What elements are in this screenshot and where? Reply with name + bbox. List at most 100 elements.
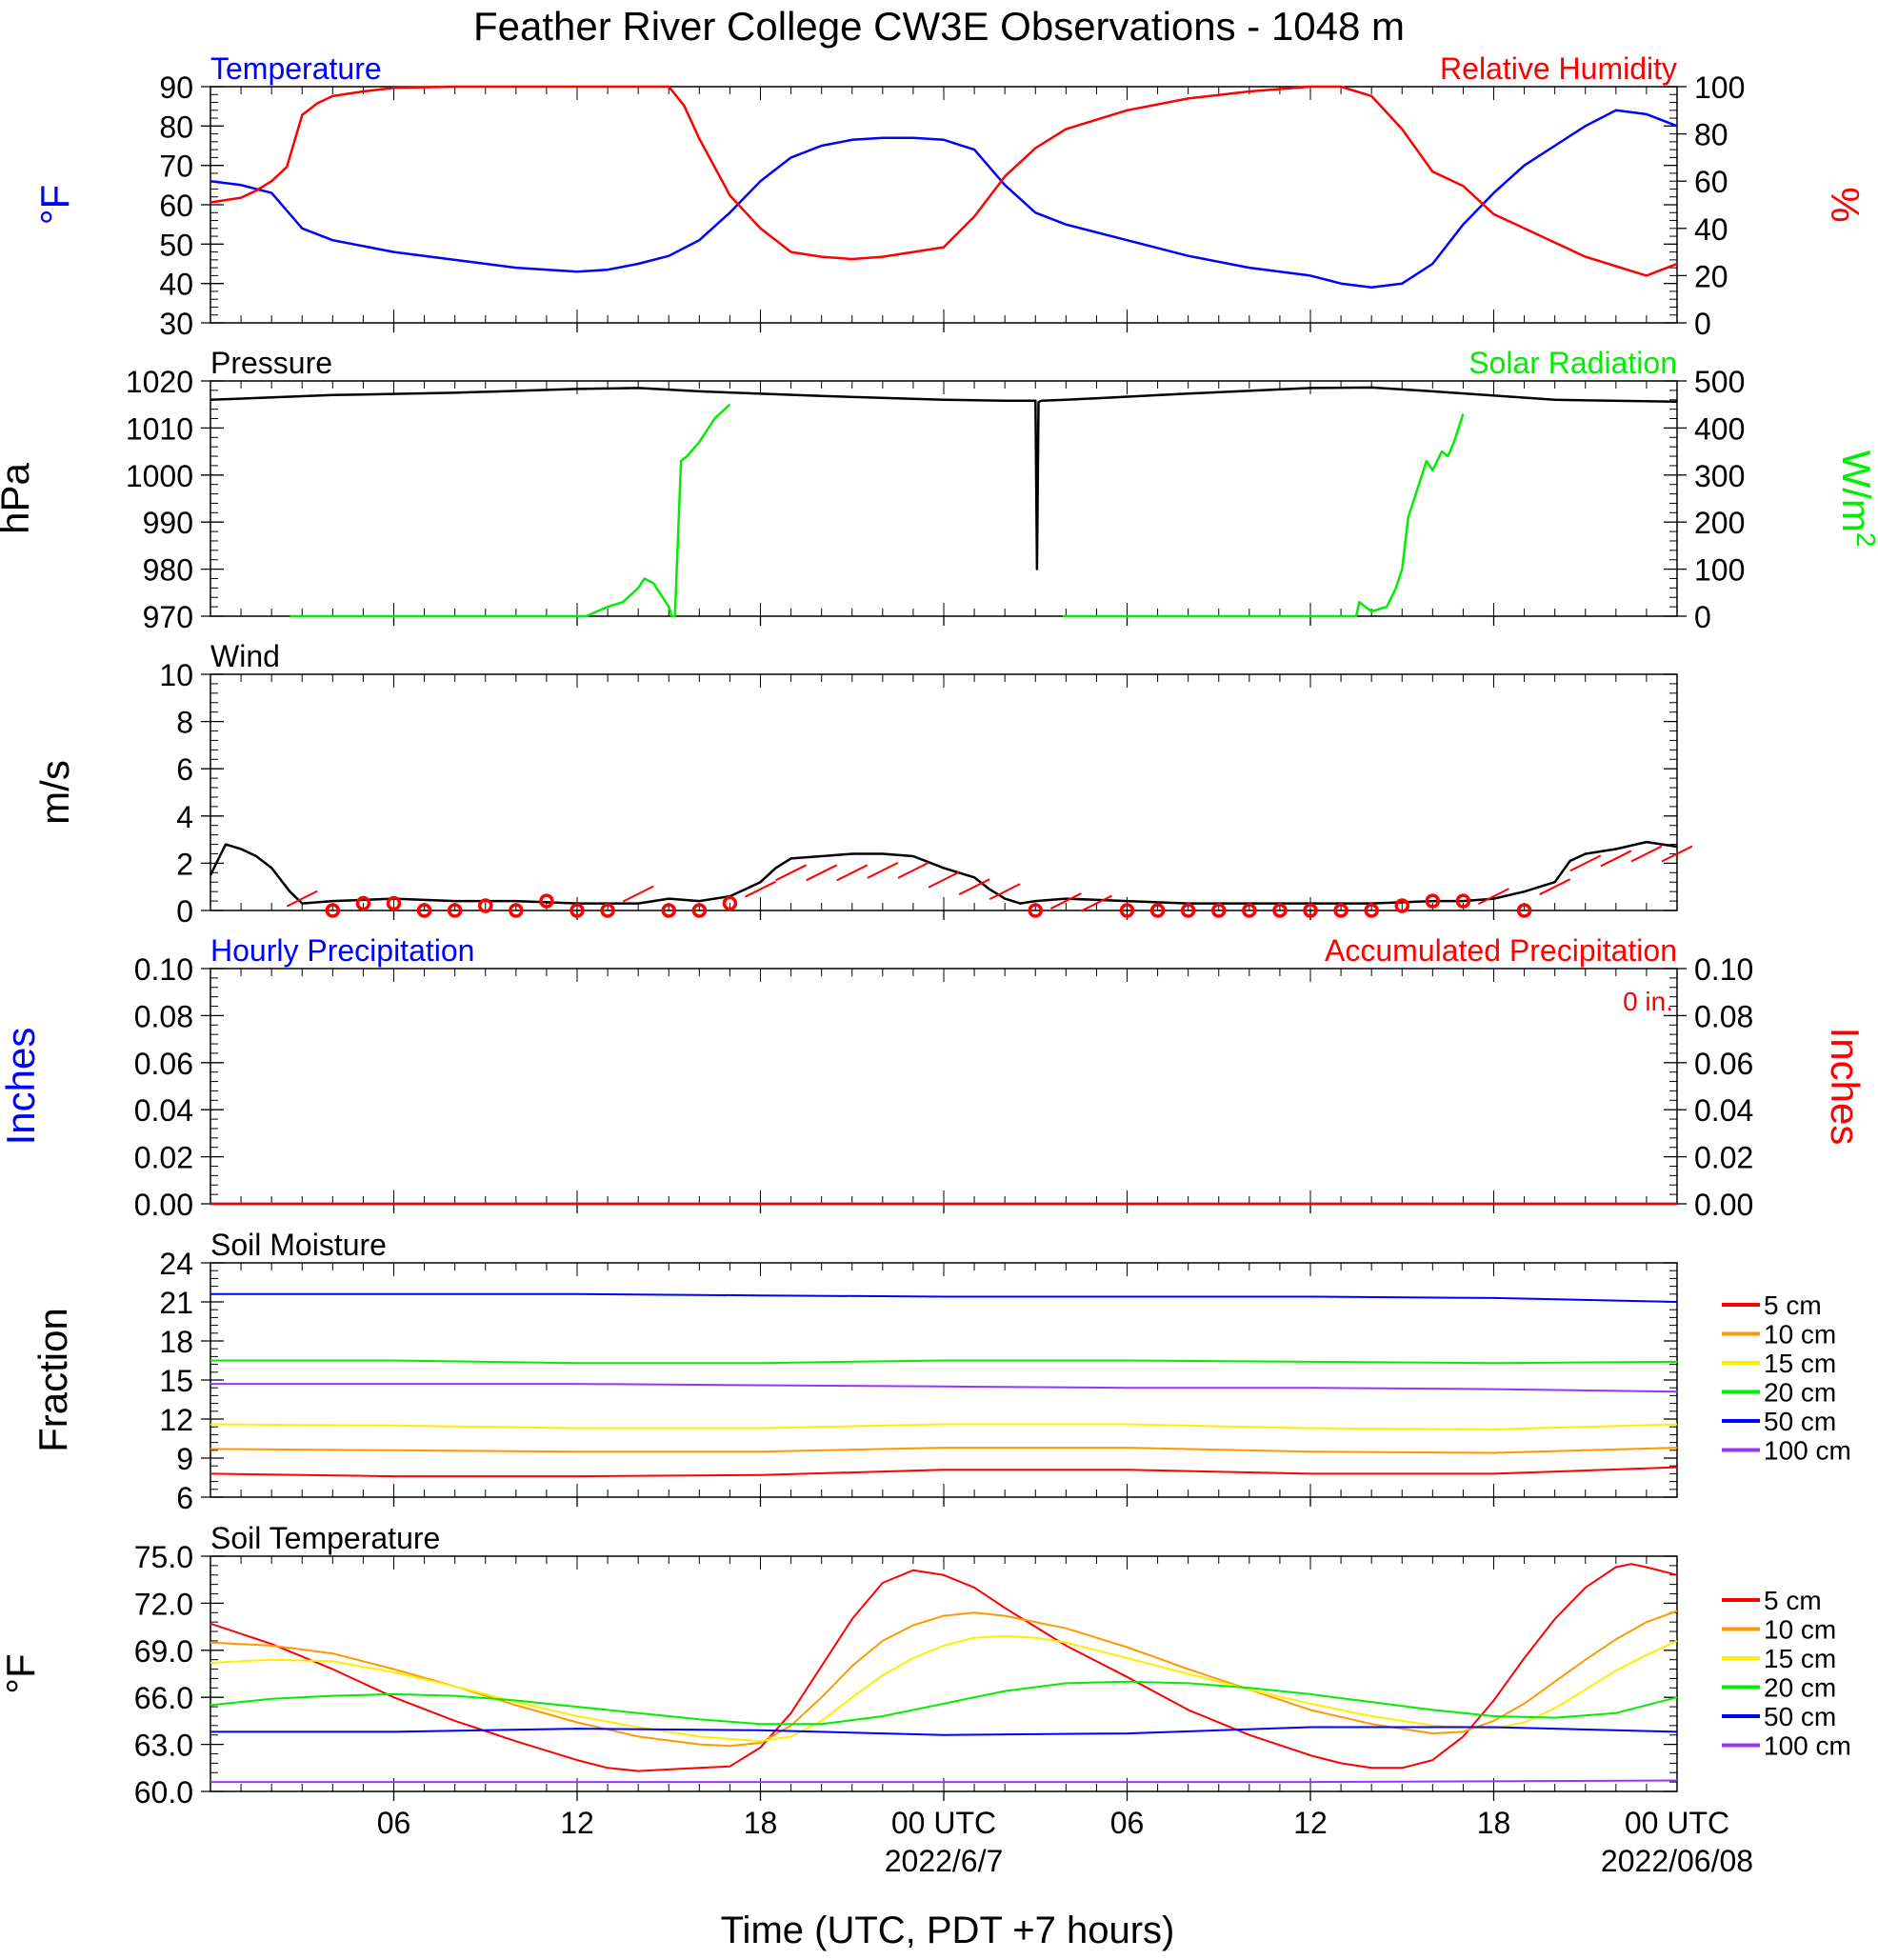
legend-label-100-cm: 100 cm [1764, 1731, 1851, 1761]
legend-label-15-cm: 15 cm [1764, 1349, 1836, 1378]
wind-calm-marker [1394, 898, 1409, 913]
y-right-tick-label: 300 [1694, 459, 1745, 493]
series-line-10-cm [210, 1610, 1678, 1748]
wind-barb [836, 864, 869, 882]
wind-calm-marker [447, 903, 463, 918]
y-axis-title-left: hPa [0, 462, 37, 533]
x-tick-label: 18 [744, 1806, 778, 1840]
y-tick-label: 6 [176, 1481, 193, 1515]
wind-calm-marker [478, 898, 493, 913]
y-right-tick-label: 0.00 [1694, 1188, 1753, 1222]
y-tick-label: 0.08 [134, 999, 193, 1033]
y-tick-label: 0.06 [134, 1047, 193, 1081]
x-tick-label: 06 [1110, 1806, 1145, 1840]
wind-calm-marker [1272, 903, 1288, 918]
wind-barb [745, 880, 776, 898]
y-right-tick-label: 60 [1694, 165, 1728, 199]
y-tick-label: 40 [159, 268, 193, 302]
y-right-tick-label: 0.04 [1694, 1093, 1753, 1128]
wind-calm-marker [386, 895, 402, 911]
y-right-tick-label: 0.10 [1694, 952, 1753, 987]
y-tick-label: 6 [176, 752, 193, 787]
panel-pressure: 970 980 990 1000 1010 1020 0 100 200 300 400 500 Pre… [0, 346, 1878, 634]
y-right-tick-label: 0.02 [1694, 1141, 1753, 1175]
x-tick-date: 2022/6/7 [885, 1844, 1004, 1878]
y-tick-label: 0 [176, 894, 193, 929]
y-right-tick-label: 0 [1694, 600, 1711, 634]
y-tick-label: 69.0 [134, 1634, 193, 1669]
wind-calm-marker [1028, 903, 1043, 918]
plot-frame [210, 1555, 1678, 1792]
y-tick-label: 21 [159, 1286, 193, 1320]
wind-barb [622, 885, 654, 903]
y-tick-label: 980 [143, 553, 193, 588]
legend-label-20-cm: 20 cm [1764, 1673, 1836, 1703]
y-tick-label: 75.0 [134, 1540, 193, 1574]
panel-soil-temperature: 60.0 63.0 66.0 69.0 72.0 75.0 Soil Temperature… [0, 1521, 1851, 1878]
series-line-15-cm [210, 1635, 1678, 1743]
y-right-tick-label: 400 [1694, 411, 1745, 446]
y-right-tick-label: 0.08 [1694, 999, 1753, 1033]
x-tick-label: 18 [1477, 1806, 1511, 1840]
panel-precipitation: 0.00 0.02 0.04 0.06 0.08 0.10 0.00 0.02 0.04 0.06… [0, 933, 1868, 1222]
wind-barb [958, 878, 990, 896]
y-tick-label: 72.0 [134, 1587, 193, 1621]
panel-wind: 0 2 4 6 8 10 Wind m/s [32, 639, 1693, 929]
y-tick-label: 90 [159, 70, 193, 105]
y-axis-title-left: °F [32, 185, 77, 225]
legend-label-100-cm: 100 cm [1764, 1436, 1851, 1466]
y-axis-title-right: Inches [1823, 1028, 1868, 1146]
wind-calm-marker [325, 903, 341, 918]
wind-barb [286, 890, 318, 908]
series-line-pressure [210, 386, 1678, 570]
wind-calm-marker [661, 903, 676, 918]
wind-barb [1630, 845, 1663, 863]
y-tick-label: 0.00 [134, 1188, 193, 1222]
series-line-50-cm [210, 1292, 1678, 1303]
panel-title-right: Relative Humidity [1440, 51, 1677, 86]
panel-title-left: Temperature [210, 51, 382, 86]
wind-barb [928, 870, 960, 889]
y-tick-label: 990 [143, 506, 193, 540]
y-tick-label: 0.02 [134, 1141, 193, 1175]
y-tick-label: 30 [159, 307, 193, 341]
y-right-tick-label: 80 [1694, 118, 1728, 152]
legend-label-10-cm: 10 cm [1764, 1615, 1836, 1645]
y-axis-title-left: °F [0, 1653, 43, 1693]
y-right-tick-label: 100 [1694, 553, 1745, 588]
y-tick-label: 24 [159, 1247, 193, 1281]
wind-barb [806, 864, 838, 882]
series-line-wind [209, 840, 1678, 905]
panel-title-left: Wind [210, 639, 280, 673]
series-line-relative-humidity [210, 85, 1678, 277]
wind-barb [1478, 888, 1509, 906]
plot-frame [210, 673, 1678, 911]
y-tick-label: 1020 [126, 365, 193, 399]
x-axis-title: Time (UTC, PDT +7 hours) [721, 1910, 1175, 1951]
y-axis-title-left: m/s [32, 760, 77, 825]
x-tick-label: 12 [1293, 1806, 1328, 1840]
y-tick-label: 18 [159, 1325, 193, 1359]
wind-barb [1569, 854, 1602, 872]
wind-calm-marker [1303, 903, 1318, 918]
x-tick-date: 2022/06/08 [1601, 1844, 1753, 1878]
wind-barb [989, 883, 1021, 901]
y-tick-label: 9 [176, 1442, 193, 1476]
wind-barb [1049, 892, 1082, 910]
panel-title-left: Hourly Precipitation [210, 933, 474, 968]
series-line-5-cm [210, 1563, 1678, 1772]
series-line-100-cm [210, 1779, 1678, 1784]
panel-title-left: Soil Moisture [210, 1228, 387, 1262]
y-tick-label: 70 [159, 150, 193, 184]
y-tick-label: 0.04 [134, 1093, 193, 1128]
panel-title-left: Soil Temperature [210, 1521, 440, 1555]
legend-label-5-cm: 5 cm [1764, 1586, 1822, 1615]
wind-calm-marker [569, 903, 585, 918]
wind-calm-marker [1211, 903, 1227, 918]
series-line-5-cm [210, 1466, 1678, 1478]
y-right-tick-label: 500 [1694, 365, 1745, 399]
panel-title-left: Pressure [210, 346, 332, 380]
y-tick-label: 80 [159, 110, 193, 144]
wind-calm-marker [1425, 893, 1441, 909]
